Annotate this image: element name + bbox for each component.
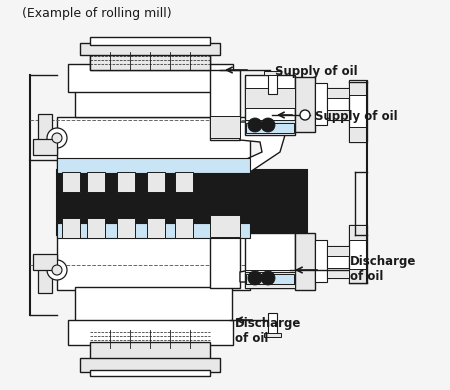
Bar [315, 83, 327, 125]
Circle shape [52, 265, 62, 275]
Bar [38, 267, 52, 293]
Bar [245, 120, 295, 132]
Circle shape [47, 260, 67, 280]
Bar [62, 172, 80, 192]
Bar [33, 254, 57, 270]
Bar [210, 116, 240, 138]
Bar [327, 246, 349, 256]
Polygon shape [210, 122, 285, 172]
Text: Discharge
of oil: Discharge of oil [235, 317, 302, 345]
Bar [268, 72, 277, 94]
Circle shape [300, 110, 310, 120]
Bar [38, 114, 52, 140]
Bar [327, 110, 349, 120]
Bar [90, 56, 210, 70]
Circle shape [47, 128, 67, 148]
Bar [62, 218, 80, 238]
Bar [349, 225, 367, 240]
Bar [327, 88, 349, 120]
Bar [327, 268, 349, 278]
Circle shape [261, 271, 275, 285]
Bar [57, 235, 250, 290]
Bar [349, 127, 367, 142]
Bar [264, 71, 281, 75]
Text: Discharge
of oil: Discharge of oil [350, 255, 416, 283]
Bar [349, 80, 367, 142]
Bar [90, 52, 210, 70]
Bar [175, 172, 193, 192]
Bar [245, 233, 295, 288]
Bar [90, 342, 210, 360]
Bar [90, 37, 210, 45]
Bar [210, 70, 240, 140]
Circle shape [261, 118, 275, 132]
Bar [57, 223, 250, 238]
Bar [68, 64, 233, 92]
Bar [75, 67, 232, 117]
Bar [349, 80, 367, 95]
Bar [90, 370, 210, 376]
Bar [210, 233, 240, 288]
Circle shape [248, 118, 262, 132]
Text: Supply of oil: Supply of oil [275, 65, 358, 78]
Bar [68, 320, 233, 345]
Bar [175, 218, 193, 238]
Bar [349, 225, 367, 283]
Bar [295, 77, 315, 132]
Bar [75, 287, 232, 322]
Text: Supply of oil: Supply of oil [315, 110, 398, 123]
Bar [245, 75, 295, 135]
Bar [246, 123, 294, 133]
Bar [87, 172, 105, 192]
Bar [327, 88, 349, 98]
Bar [245, 272, 295, 284]
Polygon shape [210, 225, 285, 282]
Bar [57, 117, 250, 172]
Circle shape [52, 133, 62, 143]
Bar [57, 158, 250, 173]
Bar [245, 270, 295, 288]
Bar [246, 274, 294, 284]
Bar [327, 246, 349, 278]
Bar [210, 215, 240, 237]
Bar [264, 333, 281, 337]
Bar [268, 313, 277, 335]
Bar [147, 172, 165, 192]
Bar [295, 233, 315, 290]
Bar [57, 170, 307, 235]
Bar [117, 172, 135, 192]
Bar [33, 139, 57, 155]
Bar [117, 218, 135, 238]
Bar [80, 358, 220, 372]
Bar [245, 88, 295, 108]
Circle shape [248, 271, 262, 285]
Text: (Example of rolling mill): (Example of rolling mill) [22, 7, 171, 20]
Bar [87, 218, 105, 238]
Bar [80, 43, 220, 55]
Bar [315, 240, 327, 282]
Bar [147, 218, 165, 238]
Bar [349, 269, 367, 283]
